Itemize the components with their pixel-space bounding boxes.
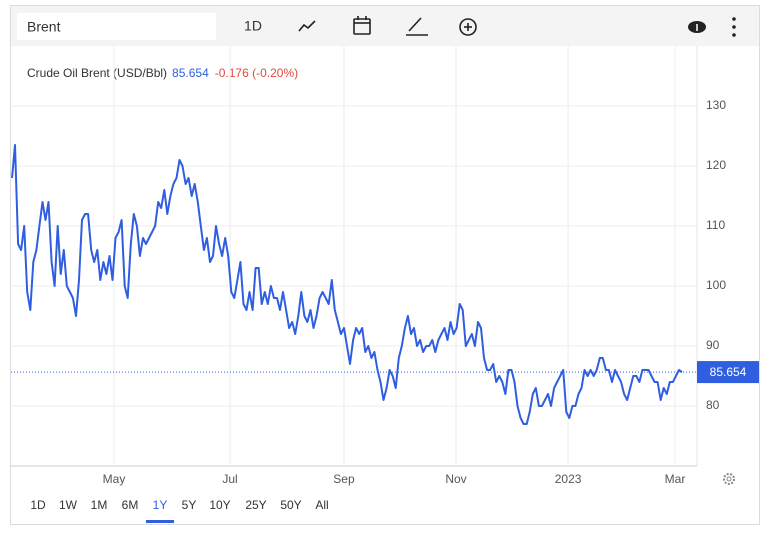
search-box[interactable]: [17, 13, 216, 40]
calendar-icon[interactable]: [353, 16, 371, 35]
range-button[interactable]: 5Y: [182, 498, 197, 512]
x-tick-label: Jul: [222, 472, 237, 486]
settings-icon[interactable]: [723, 473, 735, 485]
x-tick-label: Sep: [333, 472, 355, 486]
range-button[interactable]: 50Y: [280, 498, 301, 512]
last-value-label: 85.654: [710, 365, 747, 379]
change: -0.176 (-0.20%): [215, 66, 298, 80]
y-tick-label: 80: [706, 398, 720, 412]
price-line: [11, 144, 683, 425]
menu-icon[interactable]: [732, 17, 736, 37]
last-value-box: [697, 361, 759, 384]
range-button[interactable]: 1W: [59, 498, 78, 512]
x-tick-label: May: [103, 472, 126, 486]
range-button[interactable]: All: [315, 498, 328, 512]
range-button[interactable]: 1D: [30, 498, 46, 512]
y-tick-label: 90: [706, 338, 720, 352]
chart-type-icon[interactable]: [298, 20, 316, 32]
range-button[interactable]: 6M: [122, 498, 139, 512]
download-icon[interactable]: [688, 21, 706, 33]
x-tick-label: Nov: [445, 472, 466, 486]
x-tick-label: 2023: [555, 472, 582, 486]
interval-button[interactable]: 1D: [244, 18, 262, 34]
draw-icon[interactable]: [406, 17, 428, 36]
x-tick-label: Mar: [665, 472, 686, 486]
range-button[interactable]: 10Y: [209, 498, 230, 512]
range-button[interactable]: 25Y: [245, 498, 266, 512]
add-icon[interactable]: [459, 18, 477, 36]
frame: [10, 5, 760, 525]
y-tick-label: 110: [706, 218, 725, 232]
y-tick-label: 120: [706, 158, 726, 172]
y-tick-label: 100: [706, 278, 726, 292]
search-text[interactable]: Brent: [27, 19, 61, 35]
range-selected-underline: [146, 520, 174, 523]
last-value: 85.654: [172, 66, 209, 80]
range-button[interactable]: 1M: [91, 498, 108, 512]
y-tick-label: 130: [706, 98, 726, 112]
chart-title: Crude Oil Brent (USD/Bbl): [27, 66, 167, 80]
range-button[interactable]: 1Y: [153, 498, 168, 512]
